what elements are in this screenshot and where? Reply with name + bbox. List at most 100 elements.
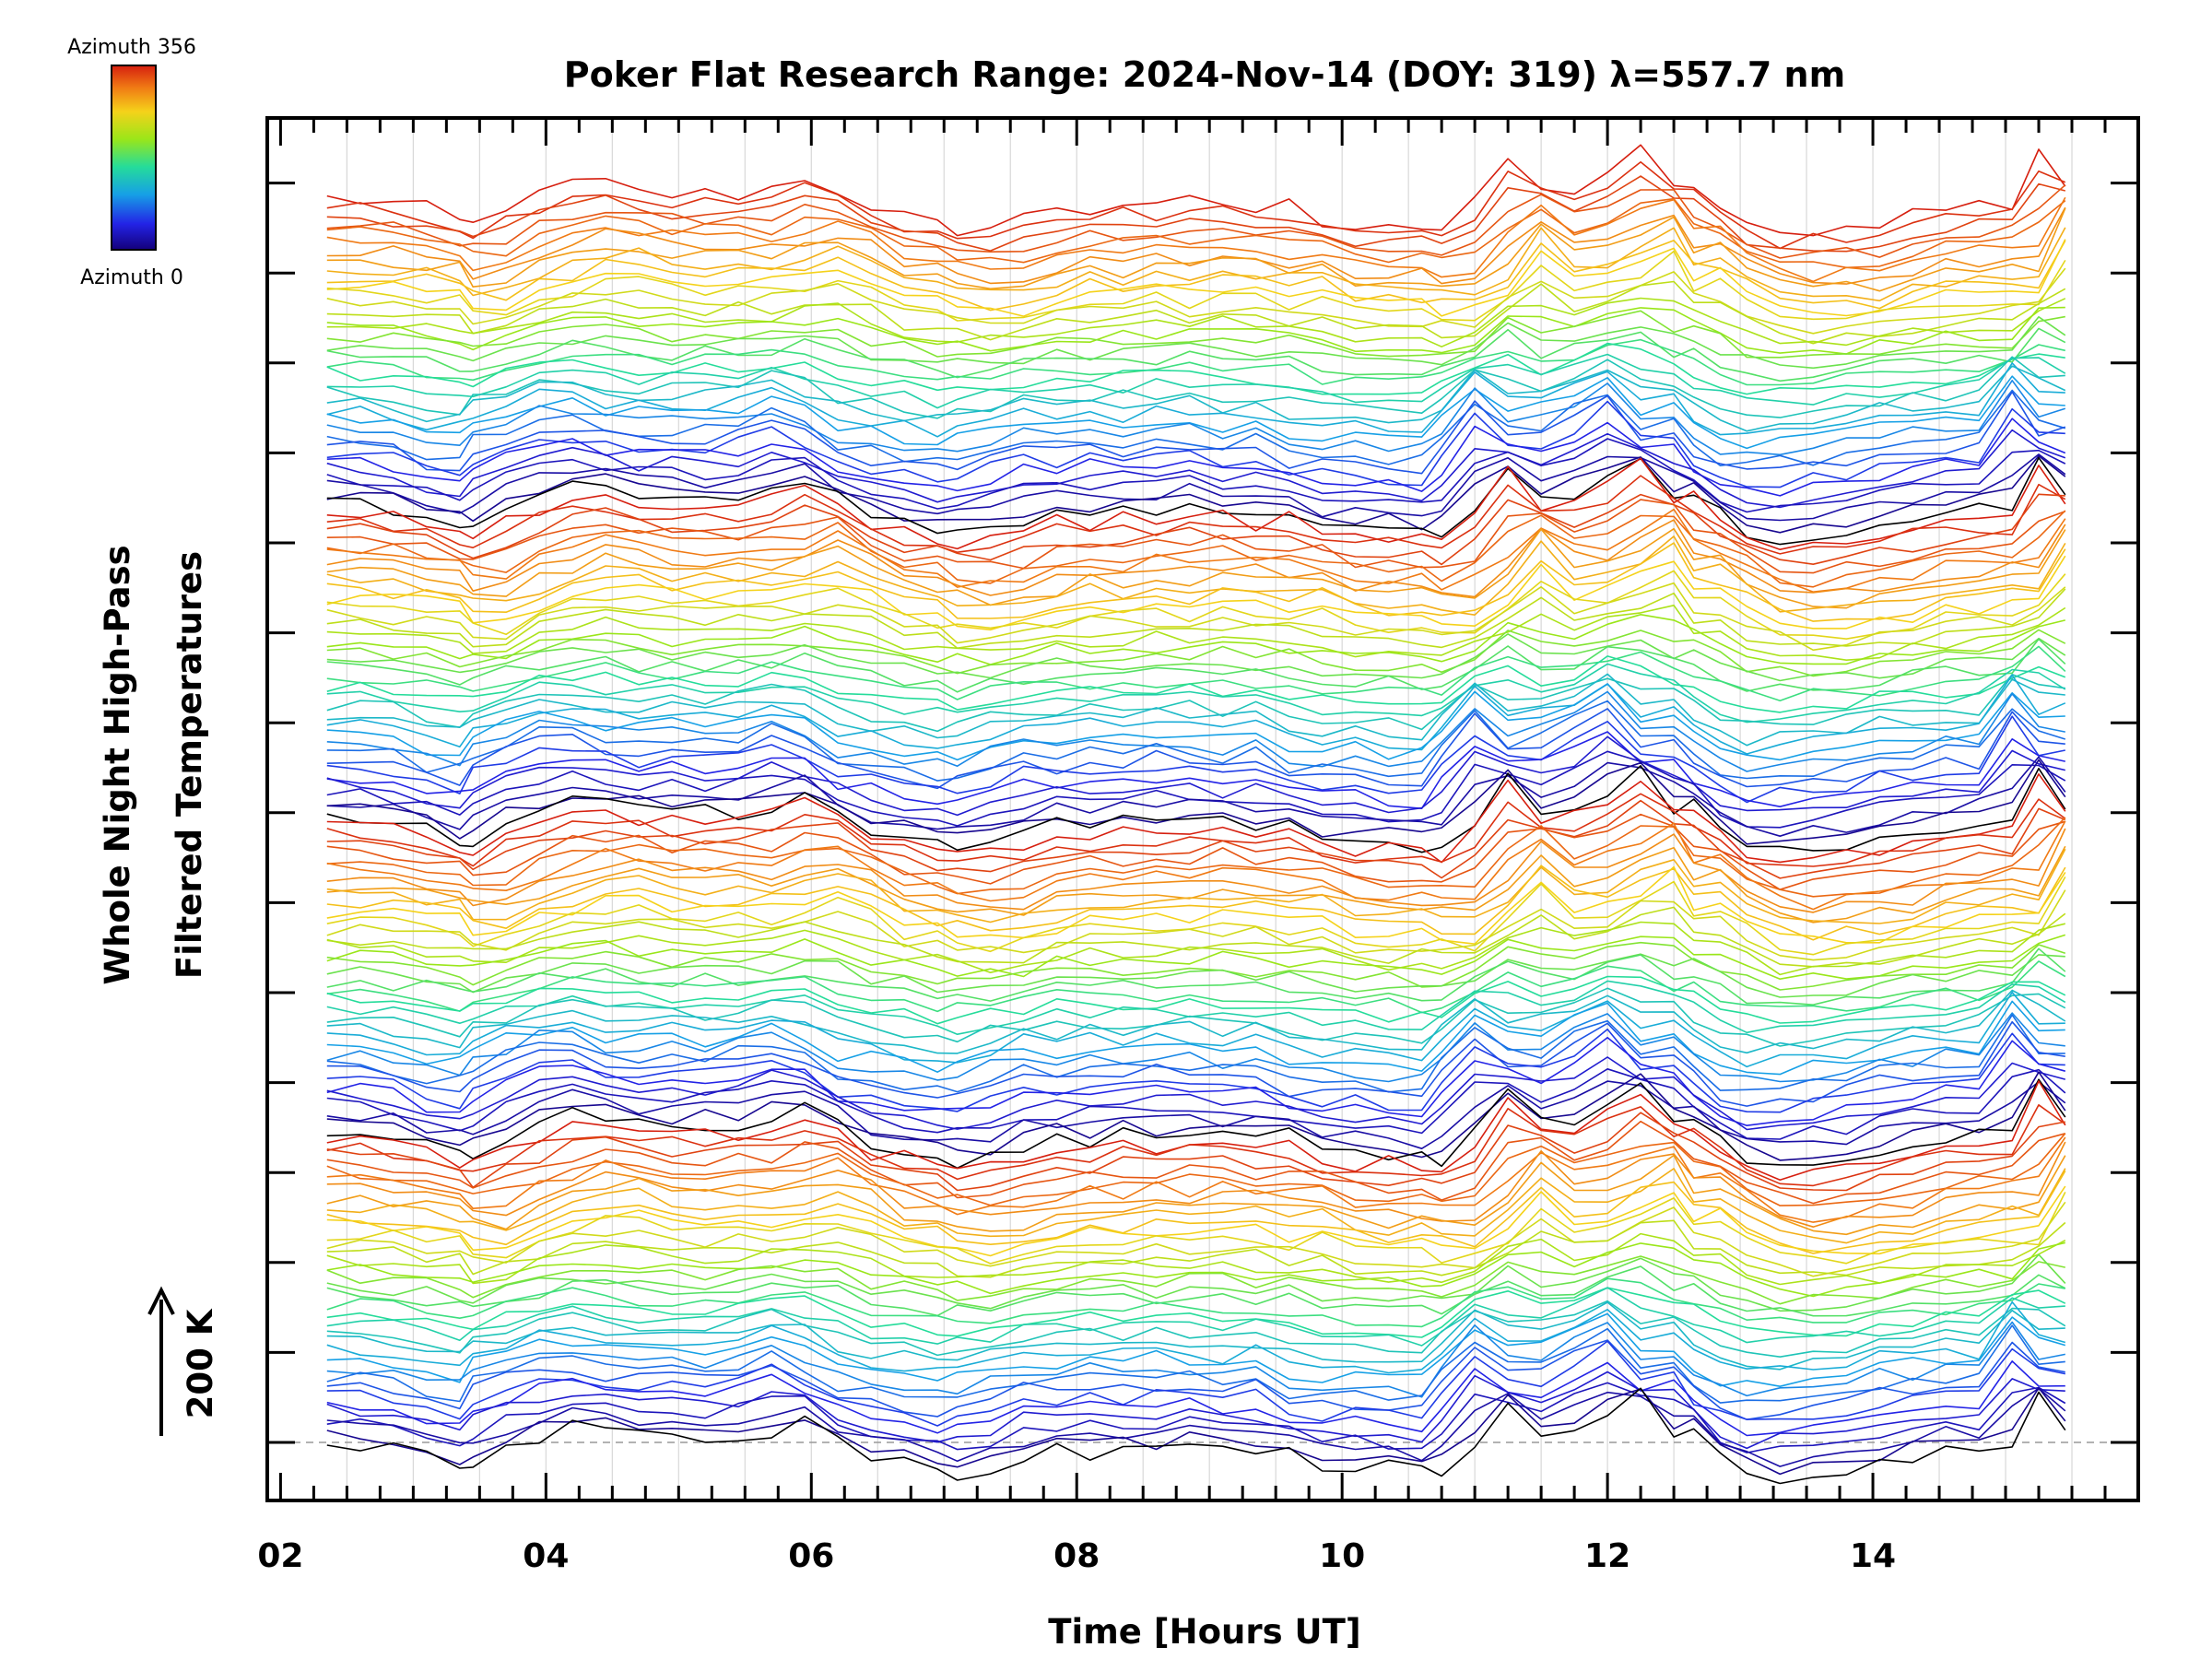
series-line [326, 362, 2065, 438]
series-line [326, 1028, 2065, 1113]
series-line [326, 715, 2065, 804]
series-line [326, 645, 2066, 702]
series-line [326, 813, 2066, 890]
series-line [326, 493, 2065, 566]
series-line [326, 499, 2066, 574]
series-line [326, 1068, 2066, 1140]
series-line [326, 683, 2065, 761]
series-line [326, 1056, 2066, 1131]
series-line [326, 700, 2066, 782]
series-line [326, 1154, 2066, 1236]
y-axis-label-line-1: Whole Night High-Pass [98, 545, 137, 984]
series-line [326, 453, 2066, 522]
series-line [326, 570, 2066, 640]
series-line [326, 865, 2066, 945]
series-line [326, 799, 2066, 879]
series-line [326, 674, 2066, 755]
series-line [326, 1387, 2066, 1467]
series-line [326, 280, 2066, 345]
series-line [326, 297, 2066, 347]
series-line [326, 1136, 2066, 1223]
series-line [326, 1339, 2065, 1420]
series-line [326, 1321, 2065, 1398]
x-tick-labels: 02 04 06 08 10 12 14 [257, 1537, 1896, 1575]
series-line [326, 418, 2066, 497]
series-line [326, 197, 2066, 269]
series-line [326, 1170, 2066, 1254]
colorbar: Azimuth 356 Azimuth 0 [67, 36, 196, 289]
y-axis-label-line-2: Filtered Temperatures [170, 551, 209, 979]
series-line [326, 1387, 2066, 1485]
series-line [326, 845, 2066, 924]
series-line [326, 947, 2066, 1006]
series-line [326, 1232, 2066, 1286]
series-line [326, 161, 2066, 250]
series-line [326, 1287, 2066, 1338]
series-line [326, 356, 2065, 419]
series-line [326, 588, 2066, 649]
series-line [326, 1000, 2065, 1076]
series-line [326, 773, 2066, 864]
series-line [326, 454, 2066, 534]
series-line [326, 759, 2066, 845]
series-line [326, 953, 2065, 998]
x-tick-label: 02 [257, 1537, 303, 1575]
series-line [326, 1192, 2066, 1265]
series-line [326, 184, 2066, 259]
series-line [326, 1277, 2065, 1328]
series-line [326, 889, 2066, 961]
series-line [326, 342, 2065, 395]
series-line [326, 921, 2065, 976]
series-line [326, 306, 2065, 355]
plot-frame [265, 116, 2140, 1502]
series-line [326, 542, 2066, 622]
series-line [326, 674, 2065, 733]
series-line [326, 1014, 2065, 1093]
series-line [326, 250, 2066, 322]
series-line [326, 1253, 2066, 1312]
series-line [326, 820, 2066, 911]
series-line [326, 391, 2066, 475]
series-line [326, 1382, 2066, 1453]
series-line [326, 1387, 2066, 1476]
colorbar-gradient [111, 65, 157, 251]
series-line [326, 638, 2066, 693]
series-line [326, 380, 2066, 456]
series-line [326, 353, 2066, 409]
colorbar-bottom-label: Azimuth 0 [80, 266, 183, 289]
series-line [326, 310, 2065, 359]
series-line [326, 1255, 2065, 1305]
series-line [326, 690, 2065, 772]
x-tick-label: 08 [1053, 1537, 1100, 1575]
series-line [326, 510, 2066, 588]
series-line [326, 1012, 2065, 1083]
series-line [326, 365, 2066, 432]
series-line [326, 1312, 2066, 1387]
x-tick-label: 14 [1850, 1537, 1896, 1575]
series-line [326, 1241, 2065, 1298]
series-line [326, 144, 2066, 237]
series-line [326, 400, 2065, 488]
axis-ticks [267, 118, 2138, 1500]
series-line [326, 655, 2066, 713]
series-line [326, 756, 2066, 837]
series-line [326, 765, 2066, 853]
series-line [326, 1287, 2065, 1347]
x-tick-label: 06 [788, 1537, 834, 1575]
series-line [326, 1168, 2066, 1244]
series-line [326, 1324, 2065, 1404]
scale-arrow-head [147, 1286, 175, 1315]
series-line [326, 975, 2066, 1025]
series-line [326, 828, 2066, 913]
series-line [326, 475, 2066, 555]
series-line [326, 614, 2065, 665]
series-line [326, 793, 2066, 867]
series-line [326, 941, 2066, 991]
series-line [326, 457, 2066, 550]
series-line [326, 877, 2066, 956]
series-line [326, 865, 2066, 941]
series-line [326, 1071, 2066, 1161]
series-line [326, 1080, 2066, 1181]
series-line [326, 508, 2066, 593]
